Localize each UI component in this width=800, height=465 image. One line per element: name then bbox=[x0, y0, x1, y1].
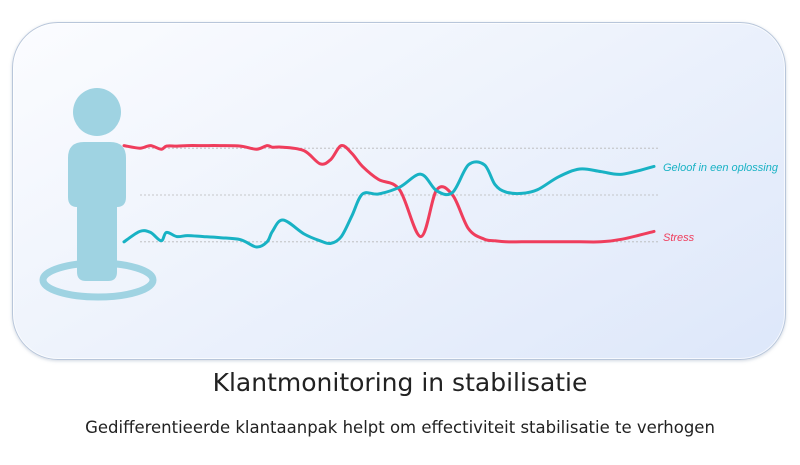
guide-lines bbox=[140, 147, 660, 243]
page-title: Klantmonitoring in stabilisatie bbox=[212, 368, 588, 397]
page-subtitle: Gedifferentieerde klantaanpak helpt om e… bbox=[85, 418, 715, 437]
series-label-stress: Stress bbox=[663, 232, 695, 244]
series-label-belief: Geloof in een oplossing bbox=[663, 162, 779, 174]
series-lines bbox=[122, 144, 656, 249]
person-icon bbox=[39, 88, 157, 301]
belief-line bbox=[122, 160, 656, 249]
person-head bbox=[73, 88, 121, 136]
stress-line bbox=[122, 144, 656, 244]
person-body bbox=[68, 142, 126, 281]
